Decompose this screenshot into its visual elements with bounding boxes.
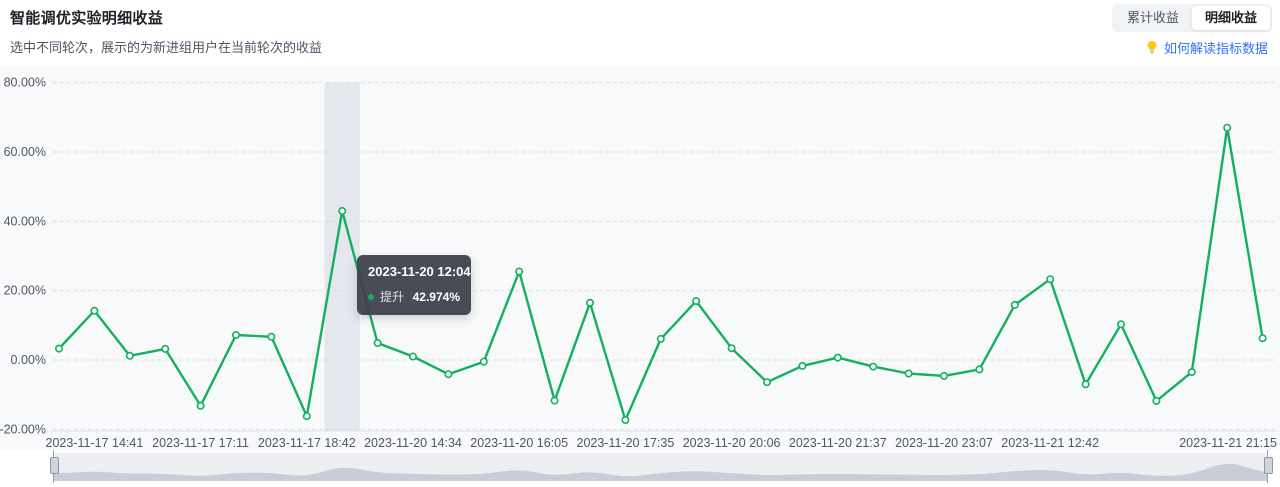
data-point-marker-8[interactable]: [338, 207, 347, 216]
data-point-marker-11[interactable]: [444, 370, 453, 379]
data-point-marker-1[interactable]: [90, 306, 99, 315]
y-axis-label: 40.00%: [4, 214, 46, 228]
data-point-marker-21[interactable]: [798, 361, 807, 370]
help-link-label: 如何解读指标数据: [1163, 41, 1268, 56]
datazoom-slider[interactable]: [53, 453, 1267, 481]
x-axis-label: 2023-11-17 17:11: [152, 436, 249, 450]
x-axis-label: 2023-11-20 17:35: [577, 436, 675, 450]
data-point-marker-28[interactable]: [1046, 275, 1055, 284]
x-axis-label: 2023-11-17 18:42: [258, 436, 356, 450]
data-point-marker-17[interactable]: [656, 334, 665, 343]
x-axis-label: 2023-11-17 14:41: [46, 436, 144, 450]
data-point-marker-7[interactable]: [302, 412, 311, 421]
data-point-marker-33[interactable]: [1223, 123, 1232, 132]
toggle-option-1[interactable]: 明细收益: [1191, 6, 1270, 30]
data-point-marker-5[interactable]: [232, 330, 241, 339]
data-point-marker-23[interactable]: [869, 362, 878, 371]
page-title: 智能调优实验明细收益: [10, 10, 164, 27]
data-point-marker-10[interactable]: [408, 352, 417, 361]
data-point-marker-16[interactable]: [621, 415, 630, 424]
datazoom-preview-area: [53, 463, 1267, 481]
data-point-marker-2[interactable]: [125, 351, 134, 360]
data-point-marker-9[interactable]: [373, 338, 382, 347]
toggle-option-0[interactable]: 累计收益: [1126, 10, 1179, 25]
tooltip-series-row: 提升 42.974%: [368, 288, 460, 305]
y-axis-label: 60.00%: [4, 145, 46, 159]
data-point-marker-32[interactable]: [1187, 368, 1196, 377]
y-axis-label: -20.00%: [0, 422, 46, 436]
data-point-marker-22[interactable]: [833, 353, 842, 362]
data-point-marker-31[interactable]: [1152, 396, 1161, 405]
y-axis-label: 20.00%: [4, 284, 46, 298]
x-axis-label: 2023-11-20 21:37: [789, 436, 887, 450]
data-point-marker-29[interactable]: [1081, 380, 1090, 389]
data-point-marker-19[interactable]: [727, 344, 736, 353]
data-point-marker-13[interactable]: [515, 267, 524, 276]
x-axis-label: 2023-11-20 14:34: [364, 436, 462, 450]
x-axis-label: 2023-11-20 23:07: [895, 436, 993, 450]
y-axis-label: 0.00%: [11, 353, 46, 367]
tooltip-title: 2023-11-20 12:04: [368, 264, 471, 279]
data-point-marker-15[interactable]: [585, 298, 594, 307]
data-point-marker-14[interactable]: [550, 396, 559, 405]
data-point-marker-30[interactable]: [1117, 320, 1126, 329]
data-point-marker-12[interactable]: [479, 357, 488, 366]
datazoom-left-handle[interactable]: [49, 450, 59, 483]
y-axis-label: 80.00%: [4, 76, 46, 90]
data-point-marker-3[interactable]: [161, 344, 170, 353]
data-point-marker-34[interactable]: [1258, 334, 1267, 343]
help-link[interactable]: 如何解读指标数据: [1145, 38, 1268, 57]
data-point-marker-6[interactable]: [267, 332, 276, 341]
datazoom-right-handle[interactable]: [1263, 450, 1273, 483]
chart-tooltip: 2023-11-20 12:04 提升 42.974%: [357, 255, 471, 315]
x-axis-label: 2023-11-21 12:42: [1001, 436, 1099, 450]
x-axis-label: 2023-11-20 20:06: [683, 436, 781, 450]
x-axis-label: 2023-11-20 16:05: [470, 436, 568, 450]
data-point-marker-27[interactable]: [1010, 300, 1019, 309]
data-point-marker-0[interactable]: [54, 344, 63, 353]
tooltip-series-name: 提升: [380, 290, 405, 304]
x-axis-label: 2023-11-21 21:15: [1179, 436, 1277, 450]
data-point-marker-4[interactable]: [196, 401, 205, 410]
lightbulb-icon: [1145, 40, 1159, 55]
data-point-marker-25[interactable]: [939, 371, 948, 380]
data-point-marker-26[interactable]: [975, 365, 984, 374]
data-point-marker-24[interactable]: [904, 369, 913, 378]
page-subtitle: 选中不同轮次，展示的为新进组用户在当前轮次的收益: [10, 40, 323, 55]
tooltip-value: 42.974%: [412, 289, 460, 304]
series-marker-dot: [368, 293, 374, 300]
data-point-marker-20[interactable]: [762, 378, 771, 387]
data-point-marker-18[interactable]: [692, 297, 701, 306]
revenue-mode-toggle: 累计收益 明细收益: [1111, 4, 1272, 32]
